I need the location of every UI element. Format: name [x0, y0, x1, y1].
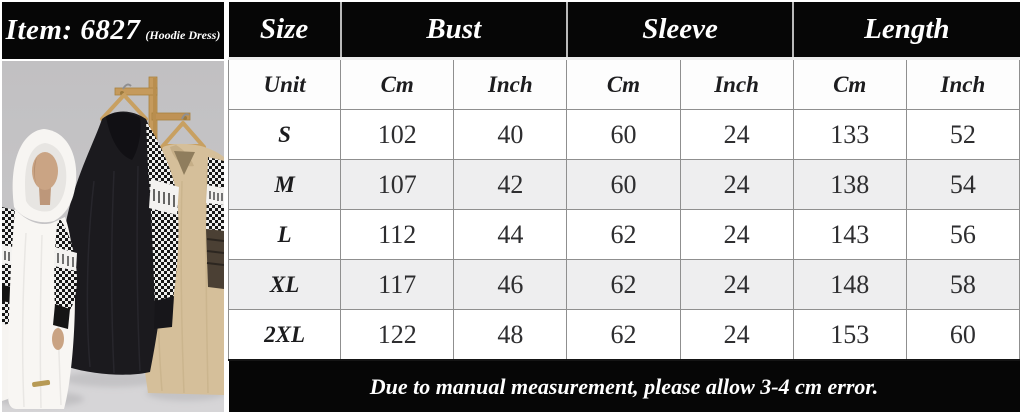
value-cell: 148 [792, 259, 907, 310]
col-header-length: Length [792, 2, 1020, 60]
black-hanger-hook [122, 83, 132, 90]
beige-sleeve-band [206, 185, 224, 205]
white-left-band-marks [4, 251, 18, 262]
measurement-note-row: Due to manual measurement, please allow … [228, 359, 1020, 412]
beige-cuff-stripes [206, 238, 225, 266]
value-cell: 102 [340, 109, 455, 160]
value-cell: 46 [453, 259, 568, 310]
size-row-label: XL [227, 259, 342, 310]
col-header-bust: Bust [339, 2, 567, 60]
value-cell: 44 [453, 209, 568, 260]
value-cell: 138 [792, 159, 907, 210]
unit-bust-inch: Inch [453, 58, 568, 110]
size-row-label: S [227, 109, 342, 160]
white-hoodie-dress [2, 129, 77, 409]
col-header-sleeve: Sleeve [565, 2, 794, 60]
value-cell: 24 [679, 209, 794, 260]
black-sleeve-cuff [154, 296, 174, 329]
value-cell: 56 [905, 209, 1021, 260]
product-photo-illustration [0, 61, 226, 412]
col-header-size: Size [228, 2, 341, 60]
value-cell: 42 [453, 159, 568, 210]
value-cell: 24 [679, 259, 794, 310]
unit-label: Unit [227, 58, 342, 110]
unit-sleeve-inch: Inch [679, 58, 794, 110]
size-chart-table: Size Bust Sleeve Length Unit Cm Inch Cm … [227, 2, 1021, 412]
value-cell: 143 [792, 209, 907, 260]
value-cell: 24 [679, 309, 794, 361]
value-cell: 24 [679, 159, 794, 210]
size-chart-panel: Size Bust Sleeve Length Unit Cm Inch Cm … [227, 2, 1021, 412]
unit-header-row: Unit Cm Inch Cm Inch Cm Inch [227, 58, 1021, 110]
value-cell: 153 [792, 309, 907, 361]
black-sleeve-checker [146, 121, 179, 304]
size-row-m: M 107 42 60 24 138 54 [227, 159, 1021, 210]
value-cell: 122 [340, 309, 455, 361]
size-row-label: M [227, 159, 342, 210]
unit-length-inch: Inch [905, 58, 1021, 110]
value-cell: 52 [905, 109, 1021, 160]
value-cell: 54 [905, 159, 1021, 210]
gold-piece-on-floor [32, 380, 51, 387]
black-folds [86, 165, 141, 374]
mannequin-head [32, 152, 58, 190]
white-right-band [54, 247, 77, 271]
size-row-xl: XL 117 46 62 24 148 58 [227, 259, 1021, 310]
unit-sleeve-cm: Cm [566, 58, 681, 110]
mannequin-head-shade [34, 157, 38, 189]
beige-band-marks [209, 191, 223, 201]
value-cell: 60 [905, 309, 1021, 361]
value-cell: 60 [566, 109, 681, 160]
beige-vneck [174, 151, 195, 175]
value-cell: 48 [453, 309, 568, 361]
product-panel: Item: 6827 (Hoodie Dress) [0, 0, 226, 415]
value-cell: 24 [679, 109, 794, 160]
value-cell: 60 [566, 159, 681, 210]
value-cell: 62 [566, 259, 681, 310]
measurement-note: Due to manual measurement, please allow … [228, 359, 1020, 412]
size-row-label: 2XL [227, 309, 342, 361]
black-hanger [100, 93, 148, 121]
value-cell: 112 [340, 209, 455, 260]
size-row-l: L 112 44 62 24 143 56 [227, 209, 1021, 260]
white-right-band-marks [57, 253, 74, 267]
black-band-marks [153, 189, 175, 207]
size-row-s: S 102 40 60 24 133 52 [227, 109, 1021, 160]
beige-sleeve-cuff [206, 229, 224, 289]
item-header: Item: 6827 (Hoodie Dress) [2, 2, 224, 59]
black-hood-drape [106, 112, 141, 160]
mannequin-neck [39, 187, 51, 205]
item-subtitle: (Hoodie Dress) [145, 28, 221, 42]
item-title: Item: 6827 [5, 14, 141, 46]
group-header-row: Size Bust Sleeve Length [228, 2, 1020, 60]
value-cell: 117 [340, 259, 455, 310]
black-hoodie-dress [60, 83, 179, 375]
size-row-2xl: 2XL 122 48 62 24 153 60 [227, 309, 1021, 361]
value-cell: 133 [792, 109, 907, 160]
white-right-cuff [53, 304, 70, 329]
mannequin-hand [52, 328, 64, 350]
size-row-label: L [227, 209, 342, 260]
beige-hanger-hook [181, 113, 190, 120]
value-cell: 40 [453, 109, 568, 160]
value-cell: 58 [905, 259, 1021, 310]
unit-bust-cm: Cm [340, 58, 455, 110]
value-cell: 107 [340, 159, 455, 210]
value-cell: 62 [566, 209, 681, 260]
product-photo [0, 61, 226, 412]
unit-length-cm: Cm [792, 58, 907, 110]
value-cell: 62 [566, 309, 681, 361]
